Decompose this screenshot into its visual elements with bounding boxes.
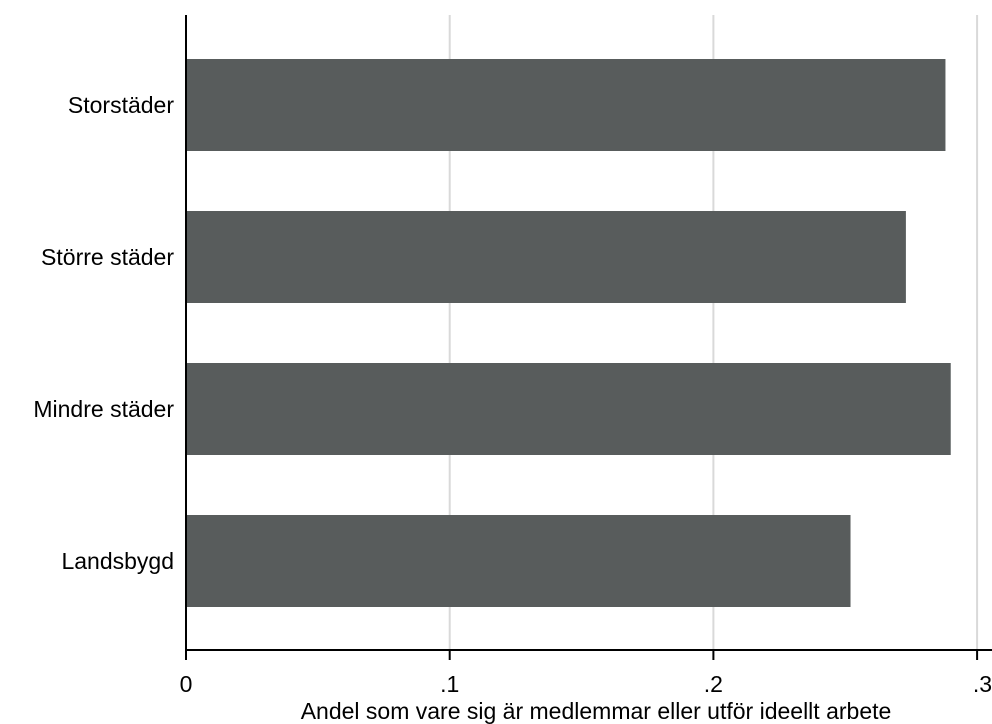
bars bbox=[186, 59, 951, 607]
category-label: Storstäder bbox=[68, 92, 174, 118]
bar-3 bbox=[186, 515, 851, 607]
x-tick-label: .2 bbox=[704, 671, 723, 697]
x-tick-label: 0 bbox=[180, 671, 193, 697]
bar-0 bbox=[186, 59, 946, 151]
category-labels: Storstäder Större städer Mindre städer Land… bbox=[33, 92, 174, 574]
x-ticks: 0 .1 .2 .3 bbox=[180, 650, 992, 697]
axes bbox=[185, 15, 992, 651]
x-axis-title: Andel som vare sig är medlemmar eller ut… bbox=[301, 698, 892, 724]
category-label: Landsbygd bbox=[61, 548, 174, 574]
bar-1 bbox=[186, 211, 906, 303]
category-label: Större städer bbox=[41, 244, 174, 270]
category-label: Mindre städer bbox=[33, 396, 174, 422]
x-tick-label: .3 bbox=[973, 671, 992, 697]
x-tick-label: .1 bbox=[440, 671, 459, 697]
bar-2 bbox=[186, 363, 951, 455]
